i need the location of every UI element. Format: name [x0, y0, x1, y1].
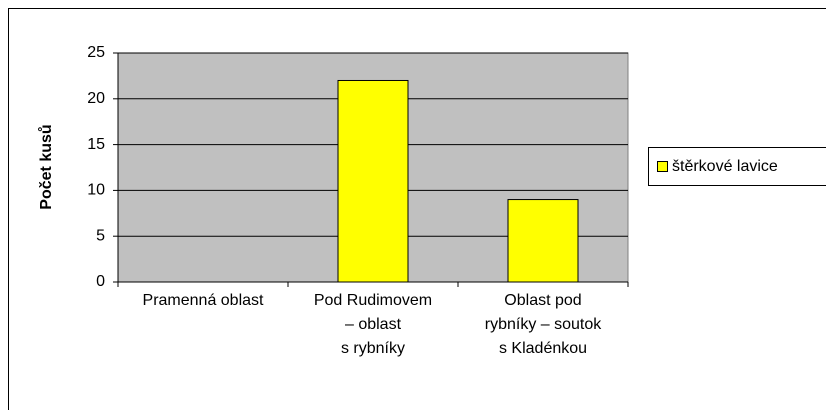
legend: štěrkové lavice	[648, 147, 826, 186]
legend-box	[648, 147, 826, 186]
y-tick-label: 25	[87, 44, 105, 61]
y-tick-label: 20	[87, 90, 105, 107]
x-tick-label: Pramenná oblast	[143, 292, 265, 309]
y-tick-label: 10	[87, 182, 105, 199]
x-tick-label: Oblast pod	[504, 292, 581, 309]
legend-swatch	[657, 161, 668, 172]
bar	[507, 199, 579, 283]
labels: 0 5 10 15 20 25 Pramenná oblast Pod Rudimovem – …	[87, 44, 602, 357]
y-tick-label: 15	[87, 136, 105, 153]
y-axis-label: Počet kusů	[38, 124, 55, 209]
x-tick-label: – oblast	[345, 316, 402, 333]
y-tick-label: 5	[96, 227, 105, 244]
x-tick-label: rybníky – soutok	[485, 316, 603, 333]
x-tick-label: Pod Rudimovem	[314, 292, 432, 309]
x-tick-label: s rybníky	[341, 340, 405, 357]
y-tick-label: 0	[96, 273, 105, 290]
x-tick-label: s Kladénkou	[499, 340, 587, 357]
bar	[337, 79, 409, 283]
legend-label: štěrkové lavice	[672, 158, 778, 175]
bars	[337, 79, 579, 283]
